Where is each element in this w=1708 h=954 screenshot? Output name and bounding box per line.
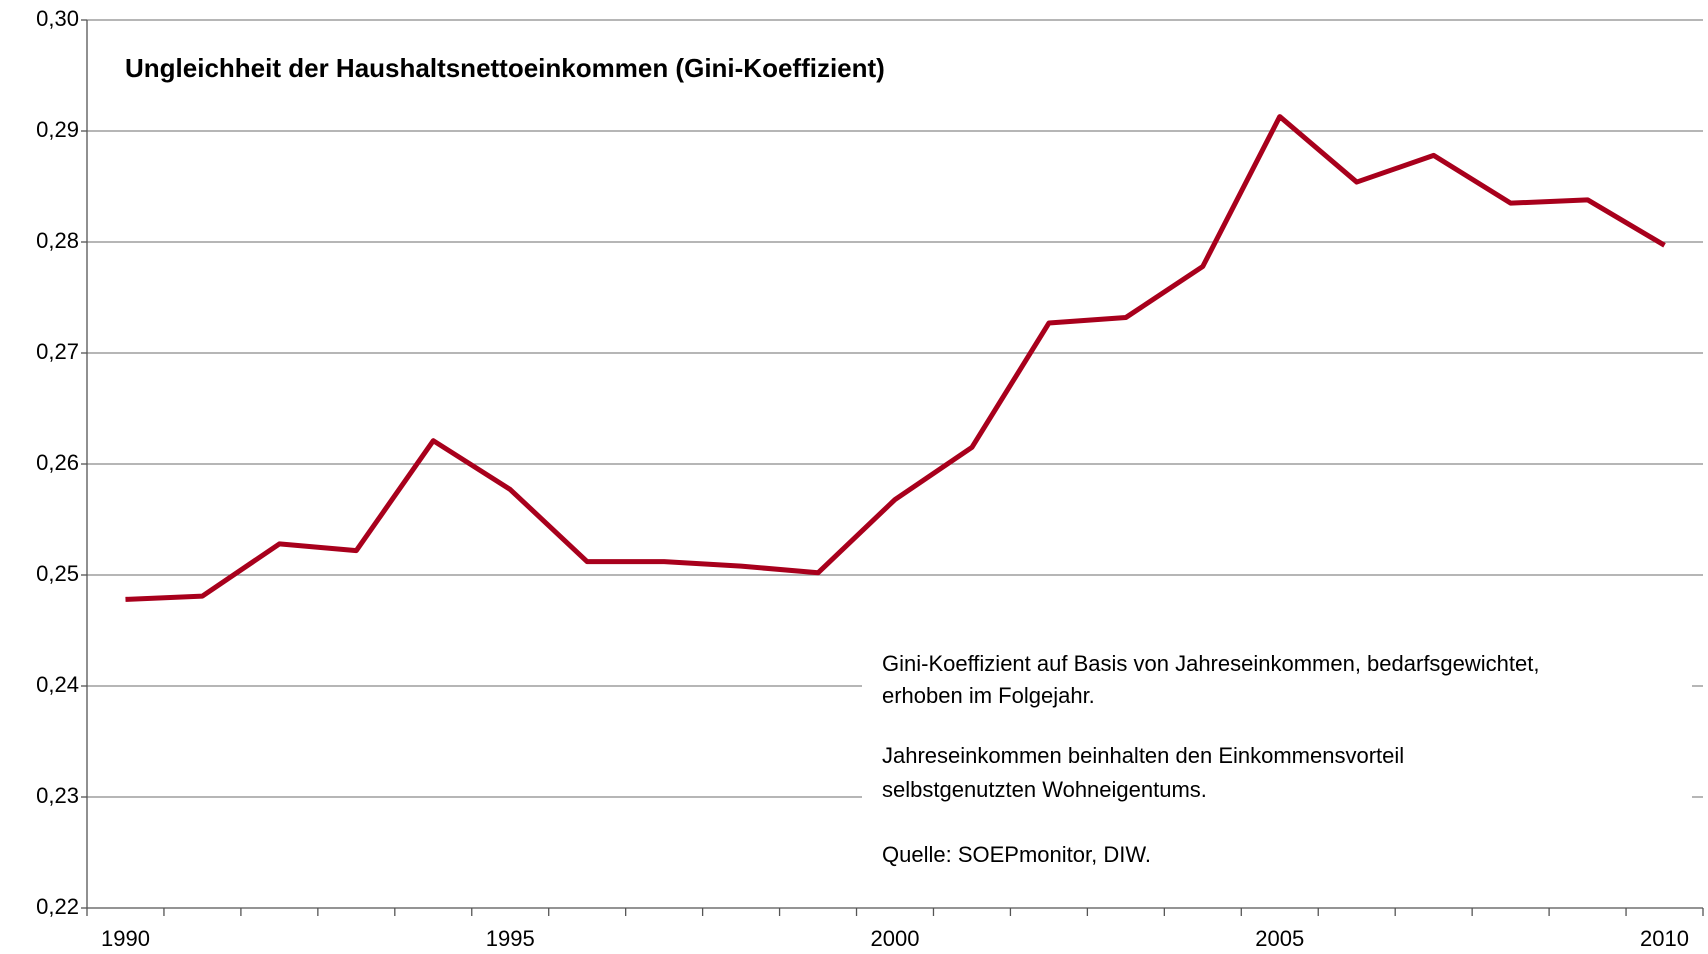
y-tick-label: 0,30 [36, 6, 79, 31]
annotation: Gini-Koeffizient auf Basis von Jahresein… [882, 651, 1540, 676]
y-tick-label: 0,28 [36, 228, 79, 253]
annotation: erhoben im Folgejahr. [882, 683, 1095, 708]
x-tick-label: 1990 [101, 926, 150, 951]
note-background [862, 640, 1692, 890]
y-tick-label: 0,29 [36, 117, 79, 142]
data-line [125, 114, 1666, 602]
y-tick-label: 0,25 [36, 561, 79, 586]
y-tick-label: 0,23 [36, 783, 79, 808]
y-tick-label: 0,27 [36, 339, 79, 364]
x-tick-label: 2010 [1640, 926, 1689, 951]
y-tick-label: 0,22 [36, 894, 79, 919]
x-tick-label: 1995 [486, 926, 535, 951]
y-tick-label: 0,26 [36, 450, 79, 475]
annotation: Quelle: SOEPmonitor, DIW. [882, 842, 1151, 867]
x-tick-label: 2000 [871, 926, 920, 951]
annotation: Jahreseinkommen beinhalten den Einkommen… [882, 743, 1404, 768]
x-tick-label: 2005 [1255, 926, 1304, 951]
chart-title: Ungleichheit der Haushaltsnettoeinkommen… [125, 53, 885, 83]
annotation: selbstgenutzten Wohneigentums. [882, 777, 1207, 802]
y-tick-label: 0,24 [36, 672, 79, 697]
